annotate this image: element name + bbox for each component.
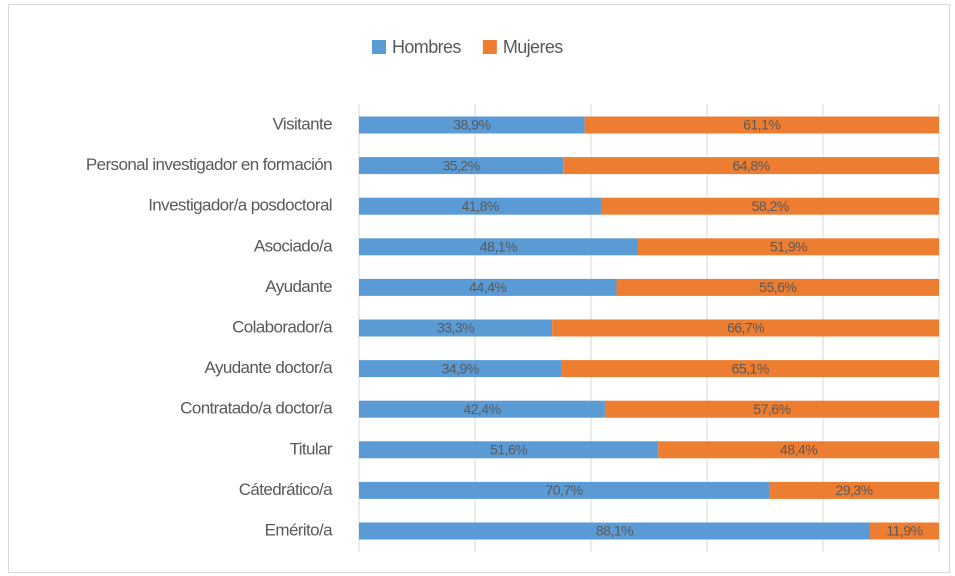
y-tick-label: Titular: [290, 439, 333, 458]
bar-segment: [637, 238, 939, 256]
data-label: 34,9%: [442, 360, 479, 376]
y-tick-label: Visitante: [273, 114, 333, 133]
bar-segment: [359, 481, 770, 499]
data-label: 42,4%: [463, 401, 500, 417]
legend-label: Hombres: [392, 37, 461, 57]
data-label: 88,1%: [596, 523, 633, 539]
data-label: 55,6%: [759, 279, 796, 295]
data-label: 51,9%: [770, 239, 807, 255]
y-tick-label: Asociado/a: [254, 236, 333, 255]
bar-segment: [563, 157, 939, 175]
data-label: 57,6%: [753, 401, 790, 417]
bar-segment: [359, 278, 617, 296]
y-tick-label: Contratado/a doctor/a: [180, 399, 333, 418]
data-label: 51,6%: [490, 442, 527, 458]
data-label: 38,9%: [453, 117, 490, 133]
y-tick-label: Cátedrático/a: [239, 480, 333, 499]
bar-segment: [552, 319, 939, 337]
data-label: 41,8%: [462, 198, 499, 214]
bar-segment: [769, 481, 939, 499]
bar-segment: [359, 116, 585, 134]
bar-segment: [869, 522, 939, 540]
data-label: 29,3%: [835, 482, 872, 498]
bar-segment: [359, 360, 562, 378]
bar-segment: [359, 522, 870, 540]
bar-segment: [561, 360, 939, 378]
bar-segment: [658, 441, 939, 459]
bar-segment: [359, 319, 553, 337]
bar-segment: [359, 157, 564, 175]
bar-segment: [584, 116, 939, 134]
data-label: 11,9%: [886, 523, 922, 539]
legend-swatch: [372, 40, 386, 54]
data-label: 48,1%: [480, 239, 517, 255]
legend-swatch: [482, 40, 497, 54]
data-label: 48,4%: [780, 442, 817, 458]
data-label: 58,2%: [752, 198, 789, 214]
data-label: 61,1%: [743, 117, 780, 133]
legend-label: Mujeres: [503, 37, 563, 57]
y-tick-label: Personal investigador en formación: [86, 155, 332, 174]
bar-segment: [359, 400, 605, 418]
data-label: 70,7%: [545, 482, 582, 498]
bar-segment: [359, 238, 638, 256]
bar-segment: [359, 441, 659, 459]
y-tick-label: Colaborador/a: [232, 317, 333, 336]
y-tick-label: Emérito/a: [265, 520, 333, 539]
y-tick-label: Investigador/a posdoctoral: [148, 196, 332, 215]
y-tick-label: Ayudante doctor/a: [205, 358, 334, 377]
bar-segment: [616, 278, 939, 296]
data-label: 64,8%: [732, 157, 769, 173]
data-label: 65,1%: [732, 360, 769, 376]
bar-segment: [601, 197, 939, 215]
bar-segment: [359, 197, 602, 215]
data-label: 44,4%: [469, 279, 506, 295]
y-tick-label: Ayudante: [265, 277, 332, 296]
data-label: 66,7%: [727, 320, 764, 336]
data-label: 33,3%: [437, 320, 474, 336]
bar-segment: [604, 400, 939, 418]
data-label: 35,2%: [442, 157, 479, 173]
